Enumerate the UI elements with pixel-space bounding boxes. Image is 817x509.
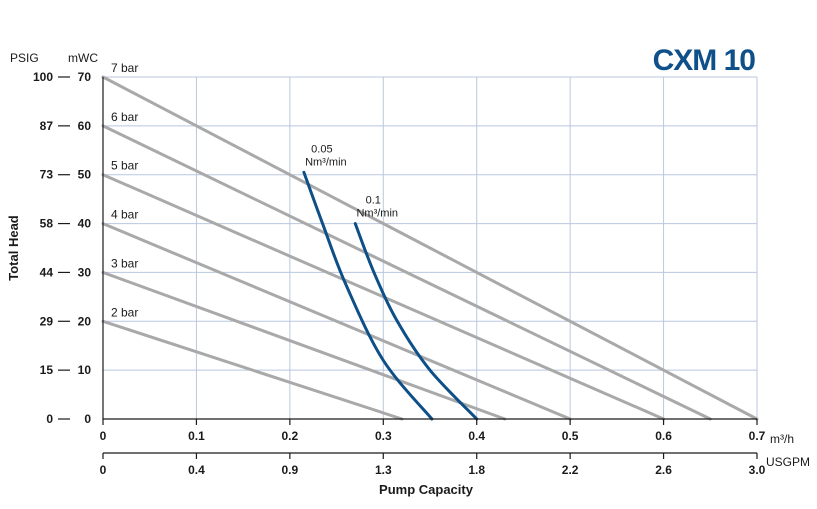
series-line-4-bar [101,222,572,421]
air-label-value: 0.05 [311,143,332,155]
series-label-6-bar: 6 bar [111,110,138,124]
series-line-6-bar [101,124,712,421]
y-tick-label-mwc: 40 [78,217,92,231]
air-curve-0-05 [302,170,434,421]
x-axis-title: Pump Capacity [379,482,474,497]
x-tick-label-primary: 0 [100,429,107,443]
x-tick-label-secondary: 3.0 [749,463,766,477]
x-tick-label-secondary: 0 [100,463,107,477]
air-label-value: 0.1 [366,195,381,207]
y-unit-psig: PSIG [10,51,39,65]
series-lines [101,75,759,421]
x-tick-label-primary: 0.1 [188,429,205,443]
y-tick-label-mwc: 10 [78,363,92,377]
y-tick-label-psig: 0 [46,412,53,426]
y-tick-label-mwc: 50 [78,168,92,182]
x-tick-label-secondary: 1.8 [468,463,485,477]
x-tick-label-primary: 0.4 [468,429,485,443]
y-unit-mwc: mWC [68,51,98,65]
x-tick-label-secondary: 0.9 [282,463,299,477]
air-curve-0-1 [353,222,479,421]
y-tick-label-psig: 87 [40,119,54,133]
x-tick-label-primary: 0.6 [655,429,672,443]
x-unit-primary: m³/h [770,432,794,446]
y-tick-label-psig: 15 [40,363,54,377]
y-tick-label-mwc: 60 [78,119,92,133]
labels: 0010152029304440585073608770100000.10.40… [33,61,766,477]
air-label-unit: Nm³/min [356,208,398,220]
series-label-7-bar: 7 bar [111,61,138,75]
x-tick-label-secondary: 0.4 [188,463,205,477]
y-tick-label-psig: 73 [40,168,54,182]
y-tick-label-mwc: 0 [84,412,91,426]
chart-title: CXM 10 [653,44,756,77]
y-tick-label-mwc: 20 [78,314,92,328]
x-tick-label-primary: 0.7 [749,429,766,443]
series-label-5-bar: 5 bar [111,159,138,173]
x-tick-label-secondary: 2.2 [562,463,579,477]
series-line-3-bar [101,270,507,421]
x-tick-label-secondary: 1.3 [375,463,392,477]
series-label-2-bar: 2 bar [111,305,138,319]
y-tick-label-psig: 29 [40,314,54,328]
axes [58,76,758,459]
y-tick-label-mwc: 70 [78,70,92,84]
series-line-2-bar [101,319,404,421]
x-unit-secondary: USGPM [766,455,810,469]
series-line-7-bar [101,75,759,421]
x-tick-label-primary: 0.2 [282,429,299,443]
y-axis-title: Total Head [6,215,21,281]
y-tick-label-mwc: 30 [78,265,92,279]
series-label-4-bar: 4 bar [111,208,138,222]
y-tick-label-psig: 100 [33,70,53,84]
x-tick-label-primary: 0.3 [375,429,392,443]
y-tick-label-psig: 44 [40,265,54,279]
x-tick-label-primary: 0.5 [562,429,579,443]
y-tick-label-psig: 58 [40,217,54,231]
x-tick-label-secondary: 2.6 [655,463,672,477]
air-label-unit: Nm³/min [305,156,347,168]
series-label-3-bar: 3 bar [111,256,138,270]
